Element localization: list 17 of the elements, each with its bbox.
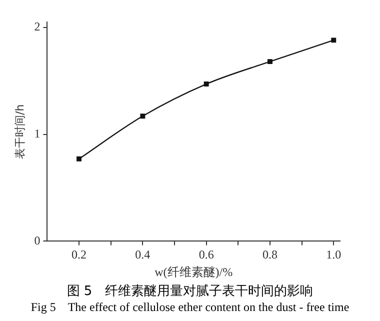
x-tick-label: 0.2: [72, 248, 87, 262]
point: [76, 156, 82, 162]
y-tick-label: 2: [34, 20, 40, 34]
y-axis-title: 表干时间/h: [13, 104, 26, 159]
point: [331, 38, 336, 43]
y-tick-label: 1: [34, 126, 40, 140]
text: Fig 5 The effect of cellulose ether content on the dust - free time: [30, 300, 350, 315]
x-tick-label: 0.6: [198, 248, 214, 262]
point: [140, 114, 146, 119]
x-tick-label: 0.4: [135, 248, 150, 262]
x-axis-title: w(纤维素醚)/%: [154, 264, 233, 279]
point: [204, 82, 209, 86]
y-tick-label: 0: [34, 233, 40, 248]
text: 图 5 纤维素醚用量对腻子表干时间的影响: [66, 284, 314, 300]
x-tick-label: 1.0: [326, 248, 342, 262]
point: [268, 59, 272, 64]
x-tick-label: 0.8: [262, 248, 278, 262]
